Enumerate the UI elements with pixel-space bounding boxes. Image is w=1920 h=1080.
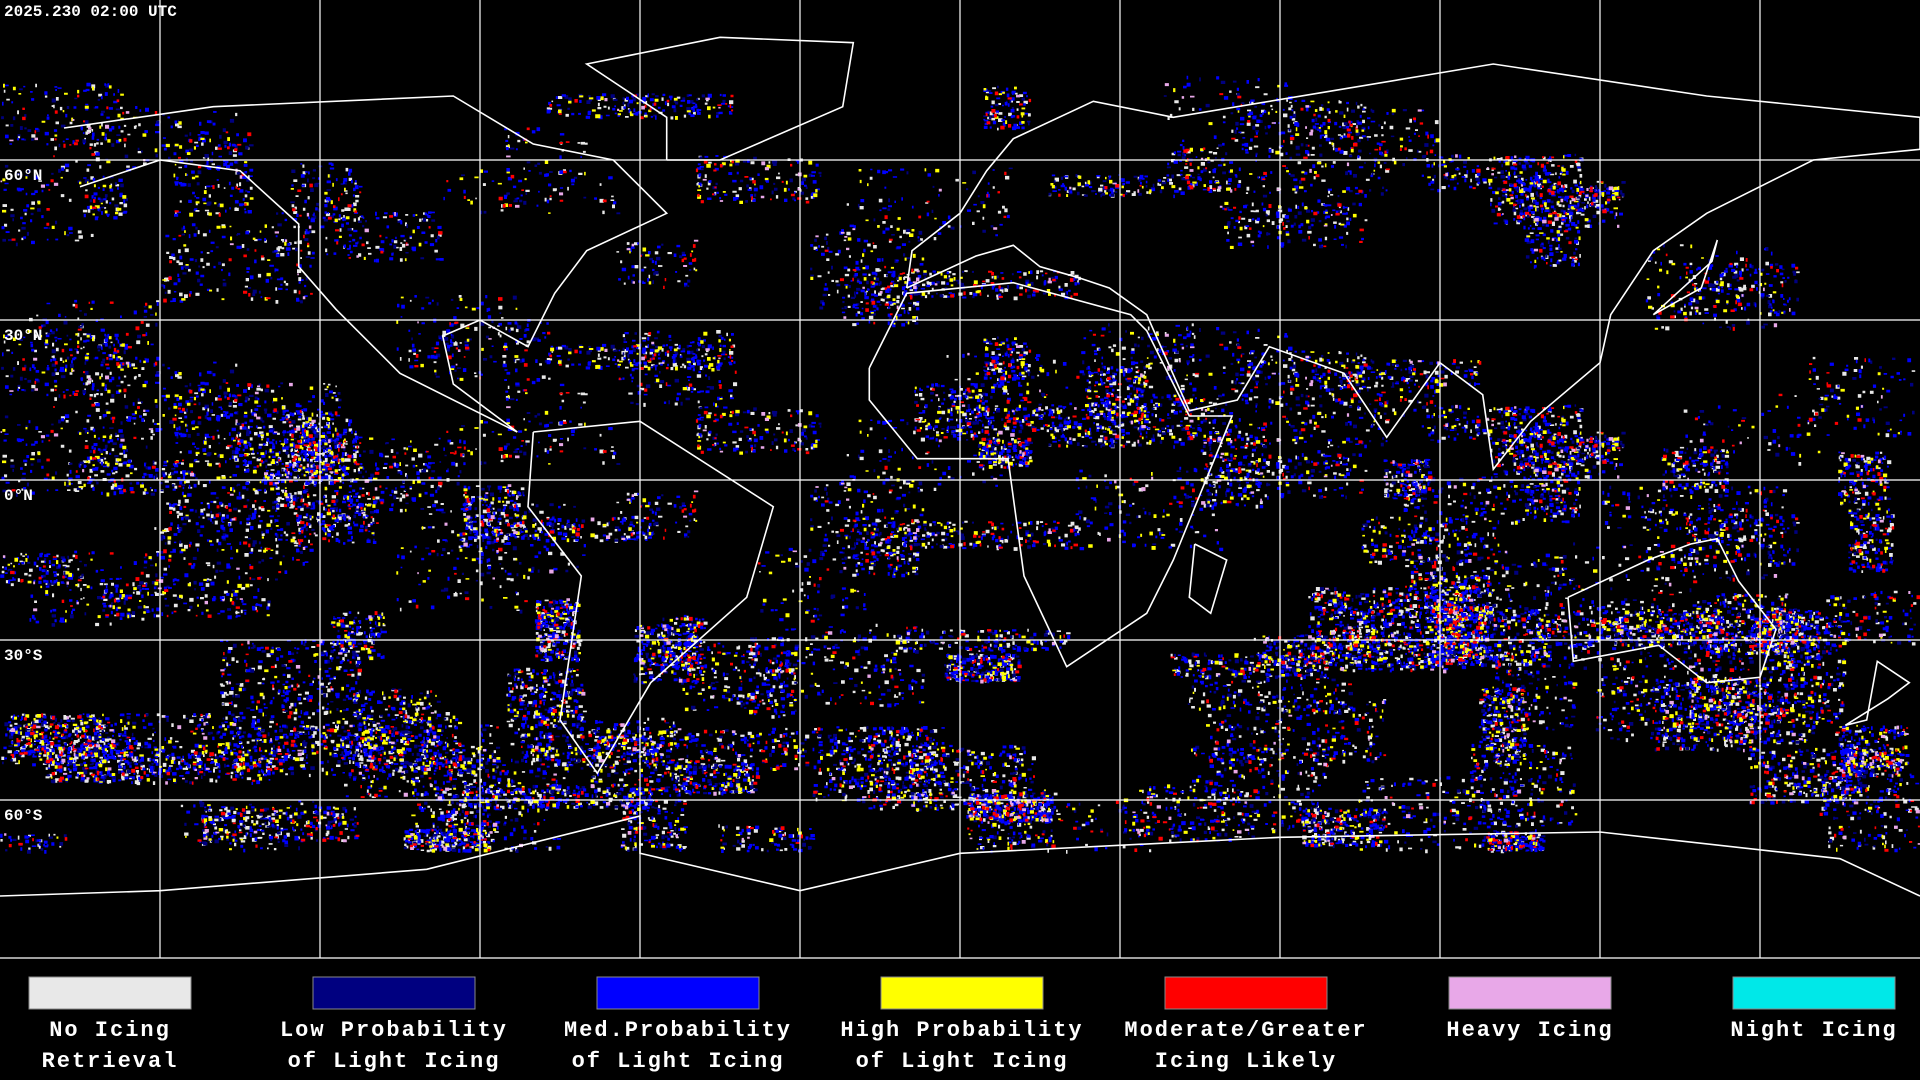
legend-swatch [28,976,192,1010]
legend-label: of Light Icing [288,1049,501,1074]
latitude-label: 60°N [4,167,42,185]
coastline [527,420,775,775]
coastline [1652,239,1719,316]
latitude-label: 30°S [4,647,43,665]
timestamp: 2025.230 02:00 UTC [4,3,177,21]
coastline [584,36,855,161]
coastline [1844,659,1911,727]
latitude-label: 0°N [4,487,33,505]
legend-label: Low Probability [280,1018,508,1043]
coastline [1188,543,1228,615]
latitude-label: 30°N [4,327,42,345]
legend-label: of Light Icing [856,1049,1069,1074]
legend-label: of Light Icing [572,1049,785,1074]
legend-swatch [312,976,476,1010]
legend-swatch [596,976,760,1010]
icing-field [0,75,1920,854]
legend-swatch [1732,976,1896,1010]
coastline [868,281,1234,668]
legend: No Icing Retrieval Low Probability of Light… [28,976,1897,1074]
latitude-label: 60°S [4,807,43,825]
legend-swatch [880,976,1044,1010]
legend-label: No Icing [49,1018,171,1043]
labels: 60°N 30°N 0°N 30°S 60°S [4,167,43,825]
legend-swatch [1164,976,1328,1010]
legend-label: Icing Likely [1155,1049,1337,1074]
legend-label: Med.Probability [564,1018,792,1043]
legend-label: Moderate/Greater [1124,1018,1367,1043]
coastline [1567,537,1777,684]
legend-label: Heavy Icing [1446,1018,1613,1043]
graticule [0,0,1920,959]
coastline [63,95,669,433]
legend-label: Night Icing [1730,1018,1897,1043]
legend-swatch [1448,976,1612,1010]
icing-speckles [8,91,1920,852]
coastlines [0,36,1920,897]
legend-label: High Probability [840,1018,1083,1043]
legend-label: Retrieval [42,1049,179,1074]
